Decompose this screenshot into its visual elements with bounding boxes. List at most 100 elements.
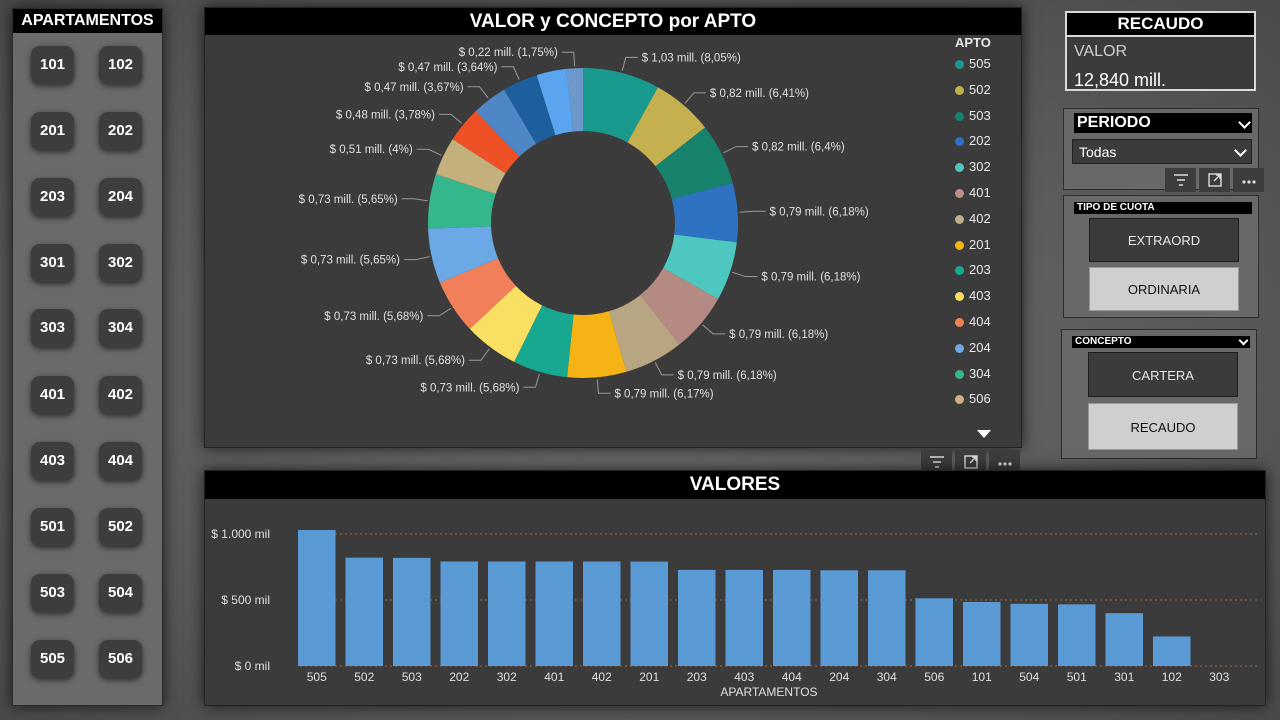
apartment-button-204[interactable]: 204 <box>99 178 142 216</box>
donut-slice-503[interactable] <box>655 127 733 200</box>
apartment-button-501[interactable]: 501 <box>31 508 74 546</box>
card-value: 12,840 mill. <box>1074 70 1167 90</box>
bar-401[interactable] <box>535 561 574 666</box>
periodo-selected-value: Todas <box>1079 144 1117 160</box>
donut-slice-402[interactable] <box>608 295 680 372</box>
donut-leader-line <box>684 92 706 104</box>
concepto-recaudo-button[interactable]: RECAUDO <box>1088 403 1238 450</box>
bar-x-tick-label: 301 <box>1114 670 1134 684</box>
donut-slice-102[interactable] <box>566 68 583 132</box>
donut-slice-502[interactable] <box>627 87 706 167</box>
donut-slice-202[interactable] <box>671 182 738 243</box>
legend-color-dot <box>955 137 964 147</box>
periodo-dropdown[interactable]: Todas <box>1072 139 1252 164</box>
donut-slice-501[interactable] <box>504 75 556 144</box>
apartment-button-506[interactable]: 506 <box>99 640 142 678</box>
donut-slice-101[interactable] <box>452 111 520 174</box>
bar-201[interactable] <box>630 561 669 666</box>
bar-502[interactable] <box>345 557 384 666</box>
legend-scroll-down-icon[interactable] <box>977 430 991 438</box>
bar-501[interactable] <box>1058 604 1096 666</box>
donut-slice-505[interactable] <box>583 68 658 143</box>
donut-leader-line <box>467 86 489 99</box>
apartment-button-404[interactable]: 404 <box>99 442 142 480</box>
filter-icon[interactable] <box>1165 168 1196 192</box>
apartment-button-203[interactable]: 203 <box>31 178 74 216</box>
bar-503[interactable] <box>393 557 431 666</box>
donut-data-label-302: $ 0,79 mill. (6,18%) <box>761 272 860 284</box>
bar-chart: $ 0 mil $ 500 mil $ 1.000 mil 505 502 503 202 3… <box>211 527 1257 699</box>
donut-chart-visual[interactable]: $ 1,03 mill. (8,05%) $ 0,82 mill. (6,41%)… <box>204 7 1022 448</box>
donut-slice-201[interactable] <box>567 311 627 378</box>
donut-leader-line <box>596 379 611 394</box>
donut-data-label-101: $ 0,48 mill. (3,78%) <box>336 109 435 121</box>
donut-slice-403[interactable] <box>469 285 543 362</box>
apartment-button-402[interactable]: 402 <box>99 376 142 414</box>
donut-data-label-503: $ 0,82 mill. (6,4%) <box>752 142 845 154</box>
bar-x-tick-label: 404 <box>782 670 802 684</box>
donut-slice-401[interactable] <box>640 268 719 345</box>
donut-slice-304[interactable] <box>428 174 496 229</box>
bar-x-tick-label: 303 <box>1209 670 1229 684</box>
tipo-cuota-extraord-button[interactable]: EXTRAORD <box>1089 218 1239 262</box>
apartment-button-403[interactable]: 403 <box>31 442 74 480</box>
donut-leader-line <box>723 146 748 154</box>
bar-chart-title: VALORES <box>205 471 1265 499</box>
tipo-cuota-ordinaria-button[interactable]: ORDINARIA <box>1089 267 1239 311</box>
apartment-button-505[interactable]: 505 <box>31 640 74 678</box>
donut-data-label-304: $ 0,73 mill. (5,65%) <box>299 194 398 206</box>
donut-slice-504[interactable] <box>475 89 537 157</box>
apartment-button-502[interactable]: 502 <box>99 508 142 546</box>
bar-202[interactable] <box>440 561 479 666</box>
bar-y-tick-label: $ 1.000 mil <box>211 527 270 541</box>
bar-402[interactable] <box>583 561 621 666</box>
legend-color-dot <box>955 214 964 224</box>
donut-slice-203[interactable] <box>514 305 574 378</box>
donut-data-label-201: $ 0,79 mill. (6,17%) <box>614 388 713 400</box>
bar-203[interactable] <box>678 569 716 666</box>
bar-403[interactable] <box>725 569 764 666</box>
legend-label: 201 <box>969 236 991 252</box>
bar-101[interactable] <box>963 601 1001 666</box>
bar-404[interactable] <box>773 569 811 666</box>
donut-data-label-504: $ 0,47 mill. (3,67%) <box>365 82 464 94</box>
apartment-button-201[interactable]: 201 <box>31 112 74 150</box>
bar-chart-visual[interactable]: $ 0 mil $ 500 mil $ 1.000 mil 505 502 503 202 3… <box>204 470 1266 706</box>
apartment-button-101[interactable]: 101 <box>31 46 74 84</box>
apartment-button-202[interactable]: 202 <box>99 112 142 150</box>
concepto-cartera-button[interactable]: CARTERA <box>1088 352 1238 397</box>
apartment-button-102[interactable]: 102 <box>99 46 142 84</box>
bar-506[interactable] <box>915 598 954 666</box>
apartment-button-303[interactable]: 303 <box>31 309 74 347</box>
bar-204[interactable] <box>820 570 859 666</box>
apartment-button-401[interactable]: 401 <box>31 376 74 414</box>
legend-label: 505 <box>969 56 991 71</box>
apartment-button-302[interactable]: 302 <box>99 244 142 282</box>
donut-slice-302[interactable] <box>663 234 737 299</box>
bar-302[interactable] <box>488 561 526 666</box>
bar-102[interactable] <box>1153 636 1191 666</box>
bar-301[interactable] <box>1105 613 1144 666</box>
apartment-button-503[interactable]: 503 <box>31 574 74 612</box>
bar-x-tick-label: 505 <box>307 670 327 684</box>
bar-x-axis-title: APARTAMENTOS <box>720 685 817 699</box>
donut-leader-line <box>561 51 576 67</box>
bar-304[interactable] <box>868 570 906 666</box>
donut-slice-301[interactable] <box>536 68 574 136</box>
donut-chart: $ 1,03 mill. (8,05%) $ 0,82 mill. (6,41%)… <box>299 47 869 400</box>
donut-leader-line <box>523 373 540 388</box>
donut-data-label-505: $ 1,03 mill. (8,05%) <box>642 52 741 64</box>
bar-x-tick-label: 203 <box>687 670 707 684</box>
legend-color-dot <box>955 343 964 353</box>
apartment-button-504[interactable]: 504 <box>99 574 142 612</box>
legend-label: 401 <box>969 185 991 200</box>
donut-slice-404[interactable] <box>439 258 516 329</box>
donut-slice-506[interactable] <box>435 139 506 194</box>
bar-504[interactable] <box>1010 603 1049 666</box>
bar-505[interactable] <box>298 530 336 666</box>
apartment-button-304[interactable]: 304 <box>99 309 142 347</box>
donut-slice-204[interactable] <box>428 226 499 283</box>
apartment-button-301[interactable]: 301 <box>31 244 74 282</box>
more-options-icon[interactable] <box>1233 168 1264 192</box>
focus-mode-icon[interactable] <box>1199 168 1230 192</box>
